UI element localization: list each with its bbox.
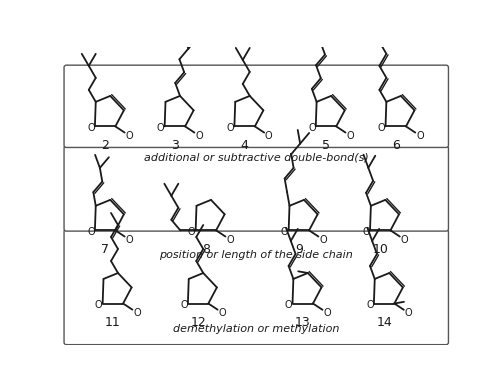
Text: O: O (346, 131, 354, 140)
Text: 11: 11 (105, 316, 121, 329)
Text: O: O (323, 308, 330, 318)
Text: O: O (133, 308, 141, 318)
Text: 5: 5 (322, 139, 330, 152)
Text: O: O (226, 123, 234, 133)
Text: O: O (126, 131, 133, 140)
Text: additional or subtractive double-bond(s): additional or subtractive double-bond(s) (144, 153, 368, 163)
Text: O: O (308, 123, 316, 133)
Text: 2: 2 (101, 139, 109, 152)
Text: 12: 12 (190, 316, 206, 329)
Text: position or length of the side chain: position or length of the side chain (160, 250, 353, 260)
Text: O: O (218, 308, 226, 318)
Text: O: O (416, 131, 424, 140)
Text: O: O (95, 300, 102, 310)
FancyBboxPatch shape (64, 65, 448, 147)
Text: O: O (87, 227, 95, 237)
FancyBboxPatch shape (64, 229, 448, 345)
Text: O: O (180, 300, 188, 310)
Text: O: O (195, 131, 203, 140)
Text: 3: 3 (171, 139, 179, 152)
Text: O: O (404, 308, 412, 318)
Text: 10: 10 (372, 243, 388, 256)
Text: 14: 14 (376, 316, 392, 329)
Text: O: O (226, 235, 234, 244)
Text: O: O (319, 235, 327, 244)
Text: O: O (366, 300, 374, 310)
Text: 7: 7 (101, 243, 109, 256)
Text: 8: 8 (202, 243, 210, 256)
Text: O: O (362, 227, 370, 237)
Text: 13: 13 (295, 316, 310, 329)
Text: O: O (87, 123, 95, 133)
Text: O: O (157, 123, 164, 133)
Text: O: O (400, 235, 408, 244)
Text: O: O (378, 123, 386, 133)
Text: 6: 6 (392, 139, 400, 152)
Text: O: O (285, 300, 292, 310)
Text: O: O (281, 227, 288, 237)
Text: O: O (126, 235, 133, 244)
Text: O: O (265, 131, 272, 140)
Text: O: O (188, 227, 196, 237)
FancyBboxPatch shape (64, 146, 448, 231)
Text: 4: 4 (240, 139, 248, 152)
Text: demethylation or methylation: demethylation or methylation (173, 324, 340, 334)
Text: 9: 9 (295, 243, 303, 256)
